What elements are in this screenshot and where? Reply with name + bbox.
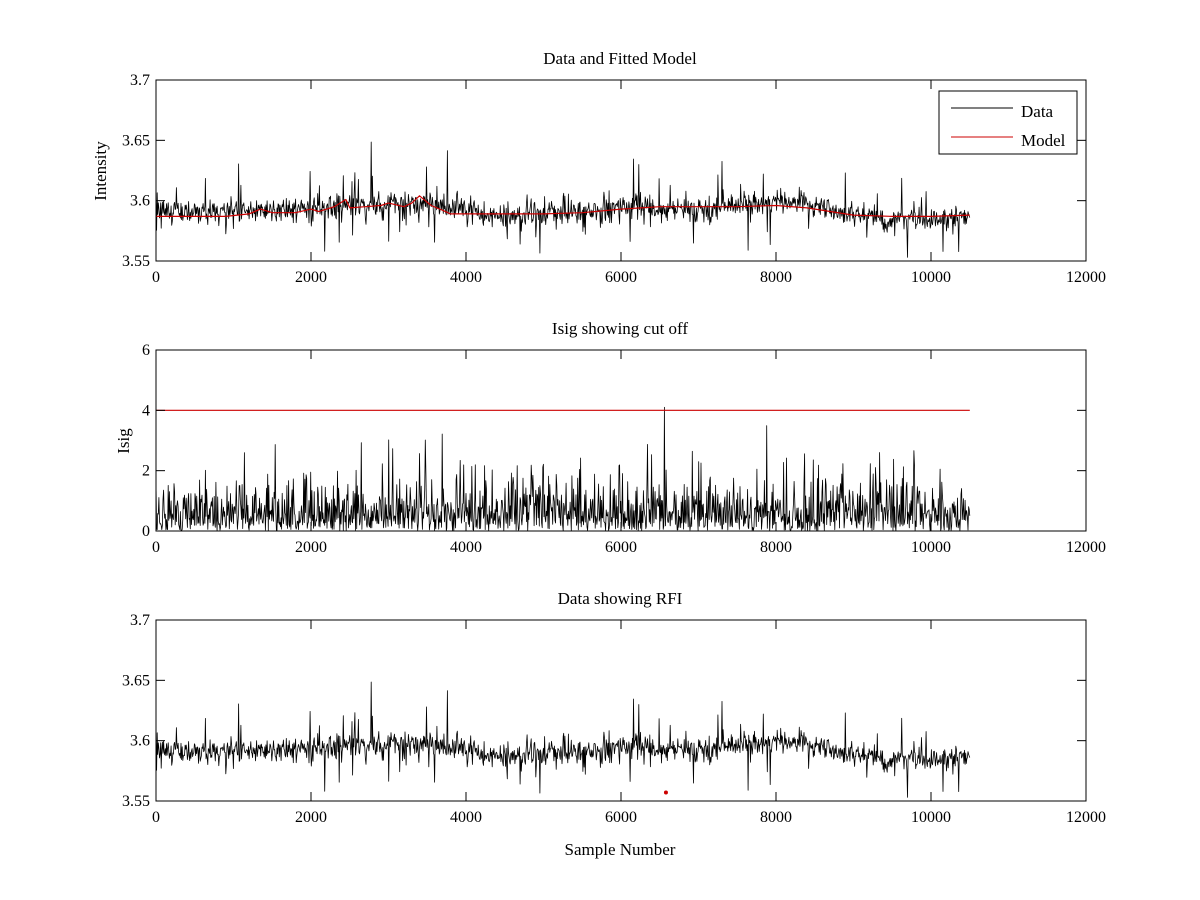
axis-ticks: 0 2000 4000 6000 8000 10000 12000 3.55 3.6 3.65 3.… [122,72,1106,286]
x-tick-label: 10000 [911,539,951,556]
x-axis-label: Sample Number [565,840,676,859]
legend-label-data: Data [1021,102,1054,121]
x-tick-label: 4000 [450,269,482,286]
chart-title: Data and Fitted Model [543,49,697,68]
x-tick-label: 10000 [911,809,951,826]
plot-area [155,141,971,258]
series-line-data [155,141,971,258]
panel-data-showing-rfi: Data showing RFI 0 2000 4000 6000 8000 10000 1… [122,589,1106,859]
panel-data-and-fitted-model: Data and Fitted Model Intensity 0 2000 400… [91,49,1106,286]
y-axis-label: Intensity [91,141,110,201]
x-tick-label: 12000 [1066,539,1106,556]
y-tick-label: 3.55 [122,793,150,810]
x-tick-label: 8000 [760,539,792,556]
plot-area [155,406,971,532]
y-tick-label: 4 [142,402,150,419]
y-tick-label: 2 [142,463,150,480]
x-tick-label: 0 [152,539,160,556]
x-tick-label: 6000 [605,809,637,826]
x-tick-label: 6000 [605,539,637,556]
y-tick-label: 3.6 [130,193,150,210]
x-tick-label: 12000 [1066,269,1106,286]
axis-ticks: 0 2000 4000 6000 8000 10000 12000 0 2 4 6 [142,342,1106,556]
x-tick-label: 2000 [295,269,327,286]
x-tick-label: 2000 [295,809,327,826]
y-tick-label: 3.7 [130,72,150,89]
legend-label-model: Model [1021,131,1066,150]
y-axis-label: Isig [114,428,133,454]
y-tick-label: 3.65 [122,672,150,689]
y-tick-label: 3.55 [122,253,150,270]
series-line-model [156,195,970,217]
rfi-marker [663,790,668,795]
series-line-data [155,681,971,798]
legend: Data Model [938,90,1078,155]
chart-title: Data showing RFI [558,589,683,608]
x-tick-label: 4000 [450,539,482,556]
series-line-isig [155,406,971,532]
y-tick-label: 6 [142,342,150,359]
x-tick-label: 4000 [450,809,482,826]
y-tick-label: 3.6 [130,733,150,750]
y-tick-label: 3.65 [122,132,150,149]
x-tick-label: 0 [152,269,160,286]
x-tick-label: 2000 [295,539,327,556]
x-tick-label: 10000 [911,269,951,286]
legend-box [938,90,1078,155]
axis-ticks: 0 2000 4000 6000 8000 10000 12000 3.55 3.6 3.65 3.… [122,612,1106,826]
y-tick-label: 3.7 [130,612,150,629]
x-tick-label: 0 [152,809,160,826]
panel-isig-showing-cut-off: Isig showing cut off Isig 0 2000 4000 6000 8… [114,319,1106,556]
y-tick-label: 0 [142,523,150,540]
x-tick-label: 8000 [760,269,792,286]
x-tick-label: 12000 [1066,809,1106,826]
x-tick-label: 8000 [760,809,792,826]
chart-title: Isig showing cut off [552,319,688,338]
x-tick-label: 6000 [605,269,637,286]
plot-area [155,681,971,798]
